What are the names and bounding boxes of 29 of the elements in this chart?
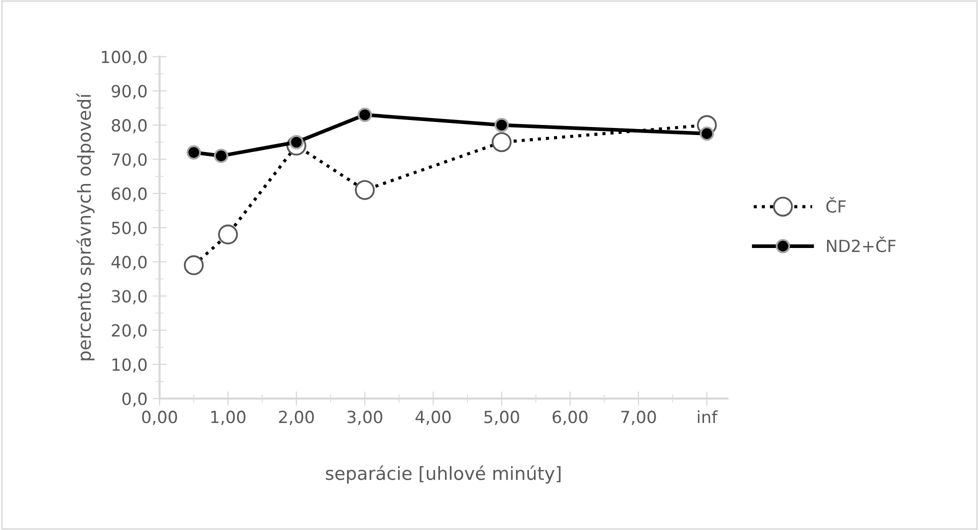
x-tick-label: 0,00 — [142, 410, 178, 425]
y-axis-title: percento správnych odpovedí — [76, 92, 94, 360]
x-tick-label: 3,00 — [348, 410, 382, 425]
y-tick-label: 10,0 — [112, 358, 147, 373]
point — [358, 108, 372, 122]
x-tick-label: 5,00 — [484, 410, 520, 425]
x-tick-label: inf — [698, 410, 718, 424]
x-tick-label: 6,00 — [552, 410, 588, 425]
point — [214, 148, 228, 163]
y-tick-label: 40,0 — [111, 256, 147, 270]
y-tick-label: 50,0 — [112, 222, 147, 236]
y-tick-label: 60,0 — [112, 187, 147, 202]
y-tick-label: 100,0 — [102, 50, 147, 65]
y-tick-label: 30,0 — [112, 290, 147, 304]
point — [700, 126, 714, 141]
legend-label: ND2+ČF — [827, 236, 896, 252]
y-tick-label: 0,0 — [122, 392, 147, 407]
x-tick-label: 4,00 — [415, 410, 451, 425]
point — [494, 118, 509, 132]
legend-label: ČF — [826, 197, 846, 213]
x-tick-label: 2,00 — [279, 410, 314, 425]
y-tick-label: 70,0 — [112, 153, 147, 168]
y-tick-label: 20,0 — [112, 324, 147, 338]
x-tick-label: 7,00 — [621, 410, 656, 425]
y-tick-label: 90,0 — [112, 84, 147, 100]
y-tick-label: 80,0 — [112, 119, 147, 134]
point — [186, 145, 201, 160]
x-axis-title: separácie [uhlové minúty] — [326, 465, 561, 484]
x-tick-label: 1,00 — [211, 410, 246, 425]
